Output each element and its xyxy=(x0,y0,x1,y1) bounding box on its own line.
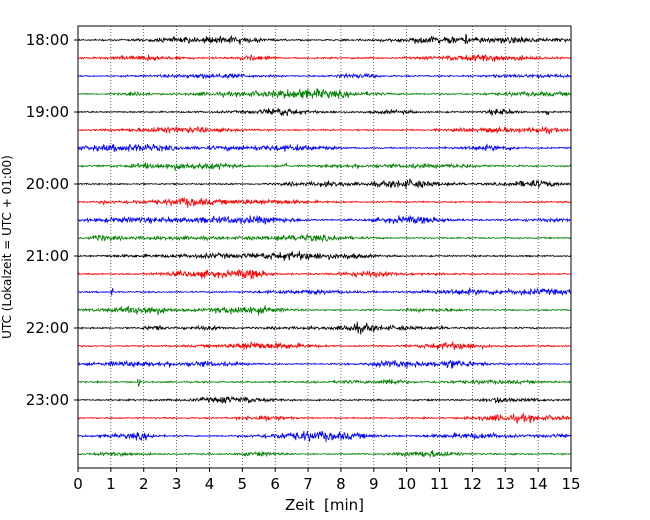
x-tick-label-9: 9 xyxy=(369,475,379,493)
trace-2045 xyxy=(77,234,572,243)
trace-1845 xyxy=(77,88,572,99)
y-tick-label-1900: 19:00 xyxy=(26,103,69,121)
y-tick-label-2300: 23:00 xyxy=(26,391,69,409)
plot-background xyxy=(78,26,571,468)
x-tick-label-7: 7 xyxy=(303,475,313,493)
trace-2215 xyxy=(77,341,572,351)
y-tick-label-2000: 20:00 xyxy=(26,175,69,193)
y-tick-label-1800: 18:00 xyxy=(26,31,69,49)
trace-2030 xyxy=(77,215,572,225)
trace-2300 xyxy=(77,395,572,405)
trace-2015 xyxy=(77,197,572,208)
trace-2345 xyxy=(78,450,572,459)
trace-2245 xyxy=(77,378,572,387)
x-axis-ticks: 0 1 2 3 4 5 6 7 8 9 10 11 12 13 14 15 xyxy=(73,468,581,493)
x-tick-label-10: 10 xyxy=(397,475,416,493)
trace-2115 xyxy=(77,269,572,281)
y-axis-label: UTC (Lokalzeit = UTC + 01:00) xyxy=(0,155,14,339)
trace-1815 xyxy=(77,53,572,62)
x-tick-label-5: 5 xyxy=(238,475,248,493)
x-tick-label-11: 11 xyxy=(430,475,449,493)
x-tick-label-14: 14 xyxy=(529,475,548,493)
y-tick-label-2100: 21:00 xyxy=(26,247,69,265)
x-tick-label-12: 12 xyxy=(463,475,482,493)
trace-2000 xyxy=(77,178,572,189)
x-tick-label-15: 15 xyxy=(561,475,580,493)
x-tick-label-1: 1 xyxy=(106,475,116,493)
x-tick-label-8: 8 xyxy=(336,475,346,493)
trace-1915 xyxy=(77,125,572,135)
trace-1900 xyxy=(77,107,572,117)
trace-2230 xyxy=(77,359,572,369)
trace-2315 xyxy=(77,412,572,424)
y-axis-ticks: 18:00 19:00 20:00 21:00 22:00 23:00 xyxy=(26,31,78,409)
trace-2200 xyxy=(77,321,572,335)
trace-1800 xyxy=(77,33,572,45)
plot-frame xyxy=(77,25,572,469)
x-tick-label-4: 4 xyxy=(205,475,215,493)
trace-2100 xyxy=(77,251,572,261)
trace-1930 xyxy=(77,143,572,153)
trace-2130 xyxy=(77,286,572,297)
x-axis-label: Zeit [min] xyxy=(285,496,364,514)
x-tick-label-13: 13 xyxy=(496,475,515,493)
trace-2145 xyxy=(77,305,572,316)
trace-2330 xyxy=(77,430,572,443)
trace-1945 xyxy=(77,161,572,172)
trace-1830 xyxy=(77,72,572,80)
x-tick-label-6: 6 xyxy=(270,475,280,493)
x-tick-label-0: 0 xyxy=(73,475,83,493)
seismic-traces xyxy=(77,33,572,459)
x-tick-label-3: 3 xyxy=(172,475,182,493)
y-tick-label-2200: 22:00 xyxy=(26,319,69,337)
x-tick-label-2: 2 xyxy=(139,475,149,493)
